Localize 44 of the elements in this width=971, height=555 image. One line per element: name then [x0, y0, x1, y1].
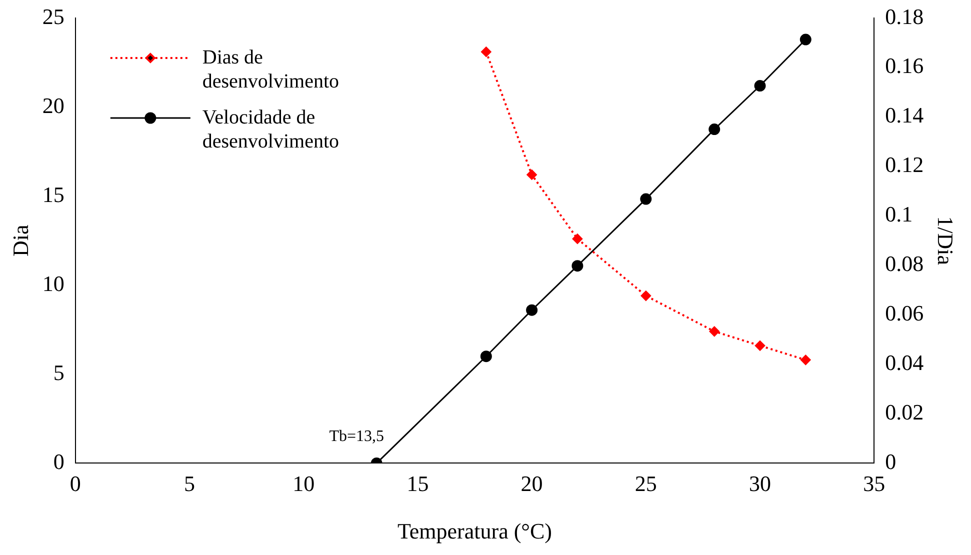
y2-axis-title: 1/Dia: [933, 216, 958, 266]
point: [754, 80, 766, 92]
point: [526, 304, 538, 316]
y-axis-title: Dia: [8, 224, 33, 256]
x-tick-label: 20: [520, 471, 543, 496]
x-tick-label: 5: [184, 471, 195, 496]
point: [640, 193, 652, 205]
x-tick-label: 10: [292, 471, 315, 496]
y-tick-label: 5: [53, 360, 64, 385]
y-tick-label: 15: [42, 182, 64, 207]
point: [572, 234, 582, 244]
x-tick-label: 25: [634, 471, 657, 496]
point: [480, 350, 492, 362]
y-tick-label: 10: [42, 270, 64, 296]
x-axis-title: Temperatura (°C): [398, 518, 552, 544]
y-tick-label: 25: [42, 4, 64, 29]
point: [640, 290, 651, 301]
point: [800, 354, 811, 365]
x-tick-label: 0: [70, 471, 81, 496]
y2-tick-label: 0: [885, 448, 896, 474]
x-tick-label: 35: [863, 471, 886, 496]
y2-tick-label: 0.12: [885, 152, 924, 178]
y2-tick-label: 0.1: [885, 202, 913, 227]
point: [755, 340, 765, 351]
y2-tick-label: 0.18: [885, 4, 924, 29]
annotation: Tb=13,5: [329, 428, 384, 446]
point: [708, 124, 720, 136]
y2-tick-label: 0.04: [885, 350, 924, 376]
x-tick-label: 15: [406, 471, 429, 496]
point: [709, 326, 720, 336]
y2-tick-label: 0.08: [885, 251, 924, 276]
y2-tick-label: 0.14: [885, 102, 924, 128]
y2-tick-label: 0.02: [885, 400, 924, 425]
point: [481, 46, 492, 57]
y2-tick-label: 0.16: [885, 53, 924, 78]
point: [526, 170, 537, 180]
x-tick-label: 30: [749, 471, 771, 496]
y-tick-label: 0: [53, 448, 64, 474]
legend-label: Velocidade de desenvolvimento: [202, 106, 340, 152]
y-tick-label: 20: [42, 92, 64, 118]
y2-tick-label: 0.06: [885, 300, 924, 326]
point: [800, 34, 812, 46]
legend-label: Dias de desenvolvimento: [202, 46, 340, 92]
point: [572, 260, 584, 272]
